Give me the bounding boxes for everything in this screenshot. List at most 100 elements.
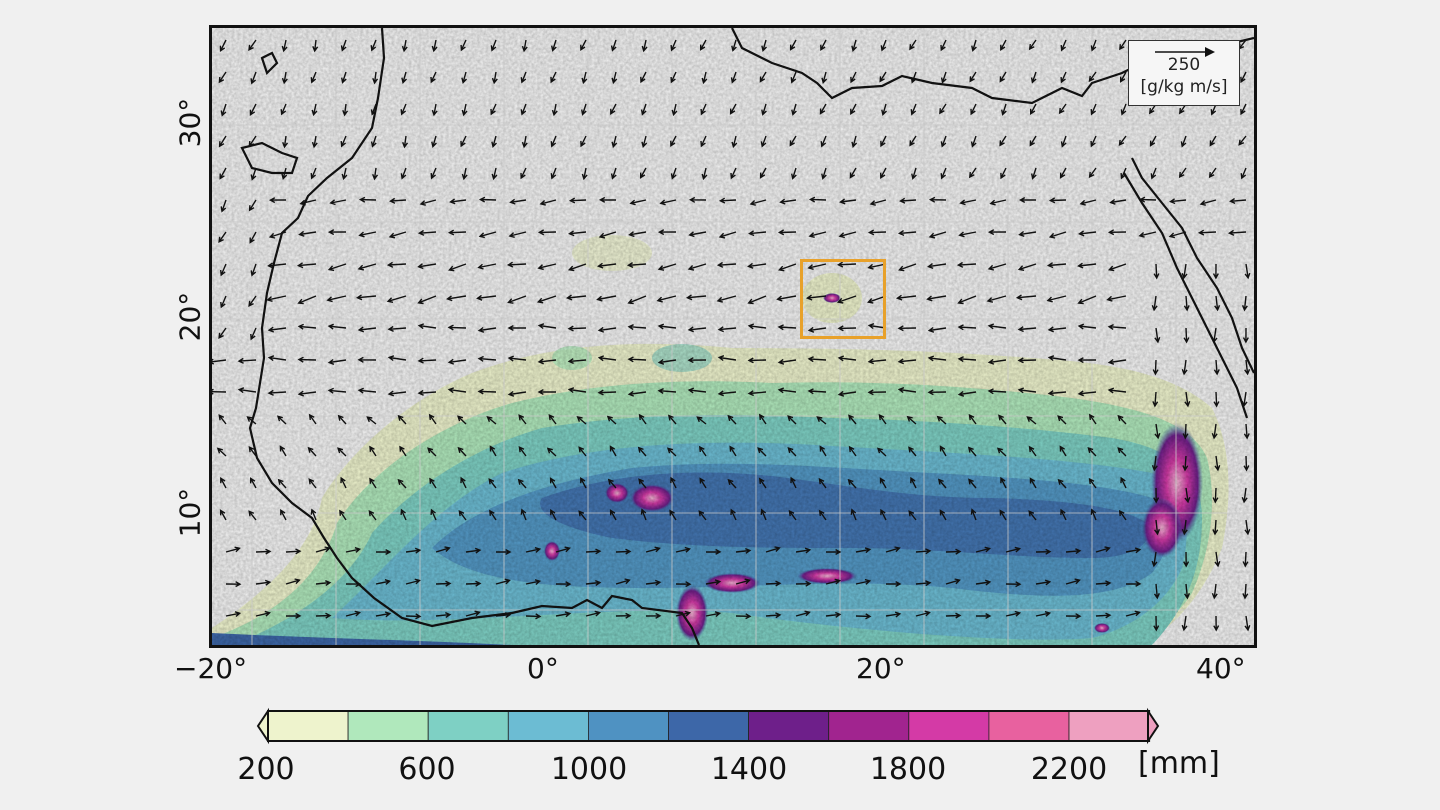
flux-arrow: [417, 229, 437, 236]
flux-arrow: [969, 71, 977, 83]
flux-arrow: [825, 611, 842, 618]
flux-arrow: [280, 103, 287, 116]
flux-arrow: [366, 416, 377, 425]
flux-arrow: [1151, 551, 1158, 568]
flux-arrow: [879, 71, 887, 83]
flux-arrow: [567, 358, 587, 365]
flux-arrow: [987, 263, 1007, 271]
flux-arrow: [357, 326, 377, 333]
flux-arrow: [327, 358, 347, 365]
flux-arrow: [220, 103, 227, 117]
flux-arrow: [641, 39, 648, 53]
flux-arrow: [220, 199, 227, 213]
flux-arrow: [1240, 71, 1247, 84]
flux-arrow: [585, 579, 602, 586]
flux-arrow: [1095, 580, 1112, 587]
flux-arrow: [986, 295, 1007, 303]
flux-arrow: [959, 199, 977, 206]
flux-arrow: [730, 508, 737, 521]
flux-arrow: [855, 547, 872, 554]
flux-arrow: [520, 508, 527, 521]
flux-arrow: [1182, 423, 1189, 440]
flux-arrow: [759, 71, 767, 83]
flux-arrow: [701, 167, 708, 181]
flux-arrow: [1244, 263, 1251, 280]
flux-arrow: [1214, 551, 1221, 568]
flux-arrow: [1031, 167, 1037, 180]
flux-arrow: [220, 263, 227, 277]
flux-arrow: [657, 229, 677, 236]
flux-arrow: [1153, 487, 1160, 504]
flux-arrow: [246, 416, 257, 425]
flux-arrow: [727, 478, 737, 489]
flux-arrow: [585, 548, 602, 555]
flux-arrow: [596, 295, 617, 302]
flux-arrow: [958, 231, 977, 238]
flux-arrow: [248, 199, 257, 212]
flux-arrow: [945, 548, 962, 555]
flux-arrow: [837, 325, 857, 332]
flux-arrow: [430, 508, 437, 521]
flux-arrow: [520, 71, 527, 84]
flux-arrow: [537, 263, 557, 271]
flux-arrow: [1095, 546, 1111, 553]
flux-arrow: [819, 445, 827, 457]
flux-arrow: [248, 510, 257, 521]
flux-arrow: [281, 167, 288, 180]
flux-arrow: [537, 358, 557, 365]
flux-arrow: [807, 356, 827, 363]
flux-arrow: [1243, 423, 1250, 440]
flux-arrow: [281, 71, 288, 85]
flux-arrow: [1090, 508, 1097, 521]
flux-arrow: [267, 326, 287, 333]
flux-arrow: [1046, 262, 1067, 269]
flux-arrow: [757, 447, 767, 457]
flux-arrow: [419, 199, 437, 206]
flux-arrow: [370, 39, 377, 52]
flux-arrow: [610, 103, 617, 115]
flux-arrow: [641, 135, 648, 148]
flux-arrow: [428, 413, 437, 425]
flux-arrow: [340, 135, 347, 148]
flux-arrow: [670, 167, 677, 180]
flux-arrow: [909, 135, 917, 147]
flux-arrow: [735, 578, 751, 585]
flux-arrow: [669, 509, 677, 521]
flux-arrow: [509, 198, 527, 205]
flux-arrow: [1209, 135, 1217, 147]
flux-arrow: [1154, 519, 1161, 536]
flux-arrow: [1058, 103, 1067, 115]
flux-arrow: [369, 477, 377, 489]
flux-arrow: [675, 610, 692, 617]
flux-arrow: [417, 323, 437, 330]
flux-arrow: [417, 263, 437, 270]
flux-arrow: [825, 578, 842, 585]
flux-arrow: [268, 197, 287, 204]
flux-arrow: [765, 580, 782, 587]
flux-arrow: [1241, 487, 1248, 504]
colorbar-min-extend-arrow: [256, 707, 269, 745]
flux-arrow: [759, 167, 767, 179]
flux-arrow: [310, 508, 317, 521]
flux-arrow: [609, 509, 617, 521]
colorbar-cell: [1068, 710, 1150, 742]
flux-arrow: [657, 358, 677, 365]
flux-arrow: [1035, 579, 1052, 586]
flux-arrow: [1088, 167, 1097, 179]
flux-arrow: [886, 580, 902, 588]
flux-arrow: [296, 262, 317, 269]
flux-arrow: [1088, 413, 1097, 425]
flux-arrow: [1120, 71, 1127, 83]
flux-arrow: [879, 477, 887, 489]
flux-arrow: [698, 510, 707, 521]
flux-arrow: [1120, 103, 1127, 116]
colorbar-label: 600: [398, 752, 456, 787]
flux-arrow: [1029, 477, 1037, 489]
flux-arrow: [580, 39, 587, 51]
flux-arrow: [218, 135, 227, 148]
flux-arrow: [218, 414, 227, 425]
flux-arrow: [910, 476, 917, 489]
flux-arrow: [546, 447, 557, 457]
flux-arrow: [225, 546, 241, 553]
